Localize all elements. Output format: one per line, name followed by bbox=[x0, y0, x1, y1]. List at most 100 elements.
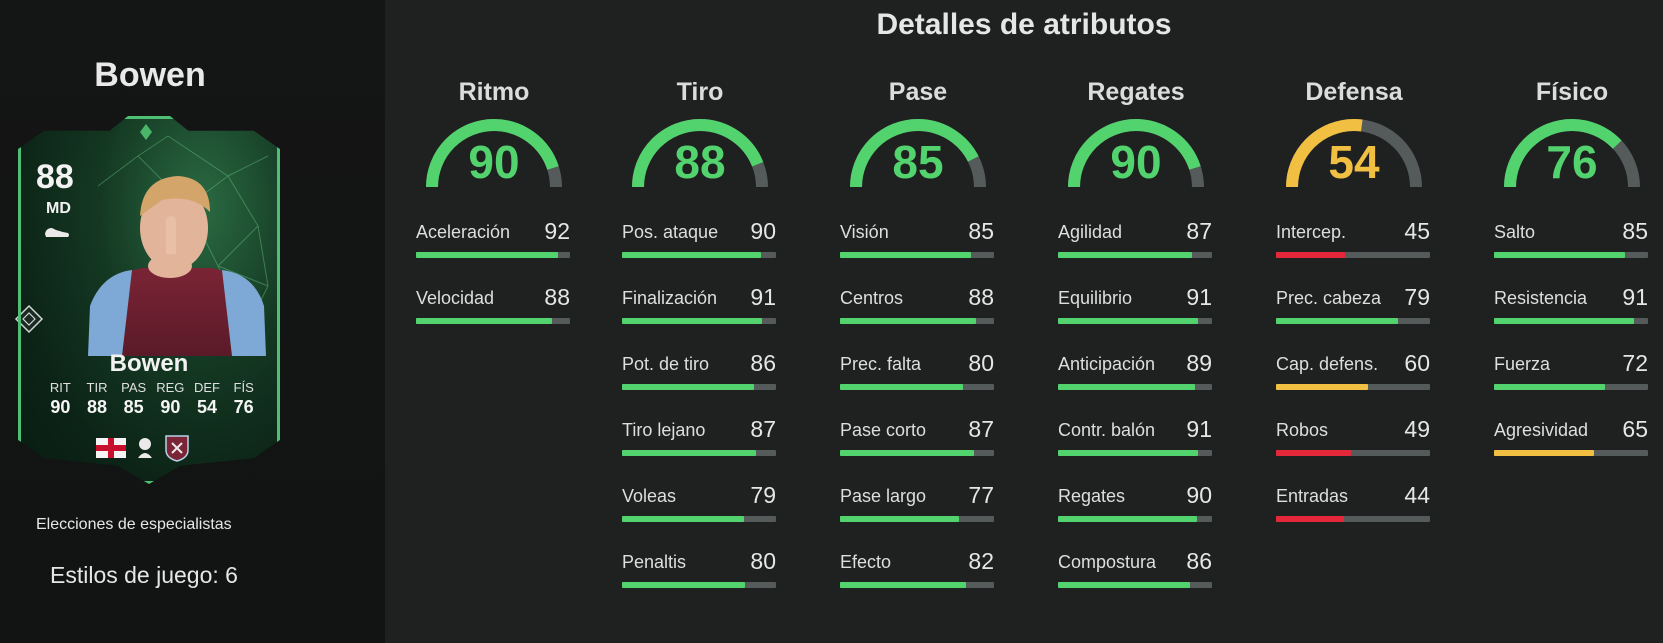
attribute-row: Cap. defens. 60 bbox=[1274, 350, 1434, 420]
attribute-bar bbox=[1276, 318, 1430, 324]
attribute-row: Efecto 82 bbox=[838, 548, 998, 618]
attribute-value: 85 bbox=[1622, 218, 1648, 244]
category-gauge: 90 bbox=[414, 119, 574, 193]
attribute-bar bbox=[622, 318, 776, 324]
category-regates: Regates 90 Agilidad 87 Equilibrio 91 Antic… bbox=[1056, 78, 1216, 588]
attribute-value: 91 bbox=[1186, 416, 1212, 442]
category-name: Físico bbox=[1535, 78, 1609, 106]
attribute-value: 86 bbox=[1186, 548, 1212, 574]
attribute-value: 86 bbox=[750, 350, 776, 376]
attribute-row: Equilibrio 91 bbox=[1056, 284, 1216, 354]
premier-league-icon bbox=[138, 438, 152, 458]
attribute-label: Pase largo bbox=[840, 486, 927, 506]
attribute-label: Cap. defens. bbox=[1276, 354, 1379, 374]
attribute-bar bbox=[1494, 450, 1648, 456]
attribute-value: 45 bbox=[1404, 218, 1430, 244]
attribute-label: Regates bbox=[1058, 486, 1126, 506]
category-name: Tiro bbox=[676, 78, 724, 106]
attribute-row: Finalización 91 bbox=[620, 284, 780, 354]
attribute-label: Aceleración bbox=[416, 222, 511, 242]
attribute-bar bbox=[416, 252, 570, 258]
attribute-value: 88 bbox=[968, 284, 994, 310]
attribute-value: 65 bbox=[1622, 416, 1648, 442]
category-value: 90 bbox=[1110, 136, 1162, 188]
card-stat: FÍS 76 bbox=[233, 380, 254, 417]
attribute-row: Anticipación 89 bbox=[1056, 350, 1216, 420]
category-name: Regates bbox=[1087, 78, 1185, 106]
attribute-label: Visión bbox=[840, 222, 889, 242]
attribute-row: Visión 85 bbox=[838, 218, 998, 288]
category-value: 88 bbox=[674, 136, 726, 188]
card-stat: REG 90 bbox=[156, 380, 185, 417]
attribute-row: Fuerza 72 bbox=[1492, 350, 1652, 420]
category-value: 90 bbox=[468, 136, 520, 188]
attribute-row: Pase largo 77 bbox=[838, 482, 998, 552]
attribute-value: 77 bbox=[968, 482, 994, 508]
attribute-bar bbox=[622, 450, 776, 456]
attribute-row: Pot. de tiro 86 bbox=[620, 350, 780, 420]
attribute-label: Agresividad bbox=[1494, 420, 1589, 440]
attribute-value: 87 bbox=[750, 416, 776, 442]
attribute-label: Penaltis bbox=[622, 552, 687, 572]
attribute-details-title: Detalles de atributos bbox=[876, 8, 1172, 41]
category-value: 76 bbox=[1546, 136, 1598, 188]
category-fisico: Físico 76 Salto 85 Resistencia 91 Fuerza 72… bbox=[1492, 78, 1652, 456]
attribute-bar bbox=[1058, 516, 1212, 522]
attribute-bar bbox=[1058, 450, 1212, 456]
attribute-bar bbox=[840, 252, 994, 258]
attribute-list: Salto 85 Resistencia 91 Fuerza 72 Agresivid… bbox=[1492, 218, 1652, 486]
attribute-list: Visión 85 Centros 88 Prec. falta 80 Pase co… bbox=[838, 218, 998, 618]
west-ham-crest-icon bbox=[165, 435, 189, 462]
specialist-picks-label: Elecciones de especialistas bbox=[36, 516, 232, 533]
category-value: 54 bbox=[1328, 136, 1380, 188]
card-frame bbox=[18, 116, 280, 484]
attribute-row: Robos 49 bbox=[1274, 416, 1434, 486]
attribute-value: 91 bbox=[1622, 284, 1648, 310]
playstyles-count[interactable]: Estilos de juego: 6 bbox=[50, 562, 238, 588]
card-stat: TIR 88 bbox=[86, 380, 108, 417]
attribute-row: Pos. ataque 90 bbox=[620, 218, 780, 288]
attribute-row: Penaltis 80 bbox=[620, 548, 780, 618]
attribute-bar bbox=[1494, 384, 1648, 390]
player-photo bbox=[88, 176, 266, 356]
attribute-value: 91 bbox=[750, 284, 776, 310]
attribute-row: Intercep. 45 bbox=[1274, 218, 1434, 288]
attribute-row: Velocidad 88 bbox=[414, 284, 574, 354]
attribute-label: Velocidad bbox=[416, 288, 495, 308]
gauge-arc bbox=[850, 119, 986, 188]
category-gauge: 90 bbox=[1056, 119, 1216, 193]
player-name: Bowen bbox=[94, 56, 206, 94]
england-flag-icon bbox=[96, 438, 126, 458]
attribute-label: Contr. balón bbox=[1058, 420, 1156, 440]
category-defensa: Defensa 54 Intercep. 45 Prec. cabeza 79 Ca… bbox=[1274, 78, 1434, 522]
player-card[interactable]: 88 MD Bowen RIT 90 TIR 88 PAS 85 REG 90 DEF 5… bbox=[14, 116, 280, 484]
attribute-value: 91 bbox=[1186, 284, 1212, 310]
attribute-list: Agilidad 87 Equilibrio 91 Anticipación 89 C… bbox=[1056, 218, 1216, 618]
attribute-label: Centros bbox=[840, 288, 904, 308]
card-stats: RIT 90 TIR 88 PAS 85 REG 90 DEF 54 FÍS 76 bbox=[42, 380, 262, 418]
attribute-bar bbox=[1494, 318, 1648, 324]
attribute-value: 82 bbox=[968, 548, 994, 574]
attribute-value: 90 bbox=[1186, 482, 1212, 508]
attribute-value: 80 bbox=[750, 548, 776, 574]
attribute-value: 72 bbox=[1622, 350, 1648, 376]
attribute-bar bbox=[1276, 516, 1430, 522]
category-ritmo: Ritmo 90 Aceleración 92 Velocidad 88 bbox=[414, 78, 574, 324]
attribute-value: 87 bbox=[1186, 218, 1212, 244]
gauge-arc bbox=[632, 119, 768, 188]
attribute-label: Compostura bbox=[1058, 552, 1157, 572]
category-gauge: 76 bbox=[1492, 119, 1652, 193]
player-panel: Bowen 88 MD bbox=[0, 0, 385, 643]
attribute-row: Pase corto 87 bbox=[838, 416, 998, 486]
attribute-list: Pos. ataque 90 Finalización 91 Pot. de tir… bbox=[620, 218, 780, 618]
attribute-value: 49 bbox=[1404, 416, 1430, 442]
attribute-bar bbox=[1058, 582, 1212, 588]
attribute-value: 92 bbox=[544, 218, 570, 244]
category-pase: Pase 85 Visión 85 Centros 88 Prec. falta 80… bbox=[838, 78, 998, 588]
attribute-row: Regates 90 bbox=[1056, 482, 1216, 552]
attribute-label: Voleas bbox=[622, 486, 677, 506]
attribute-label: Equilibrio bbox=[1058, 288, 1133, 308]
attribute-value: 60 bbox=[1404, 350, 1430, 376]
card-position: MD bbox=[46, 200, 71, 217]
category-gauge: 54 bbox=[1274, 119, 1434, 193]
